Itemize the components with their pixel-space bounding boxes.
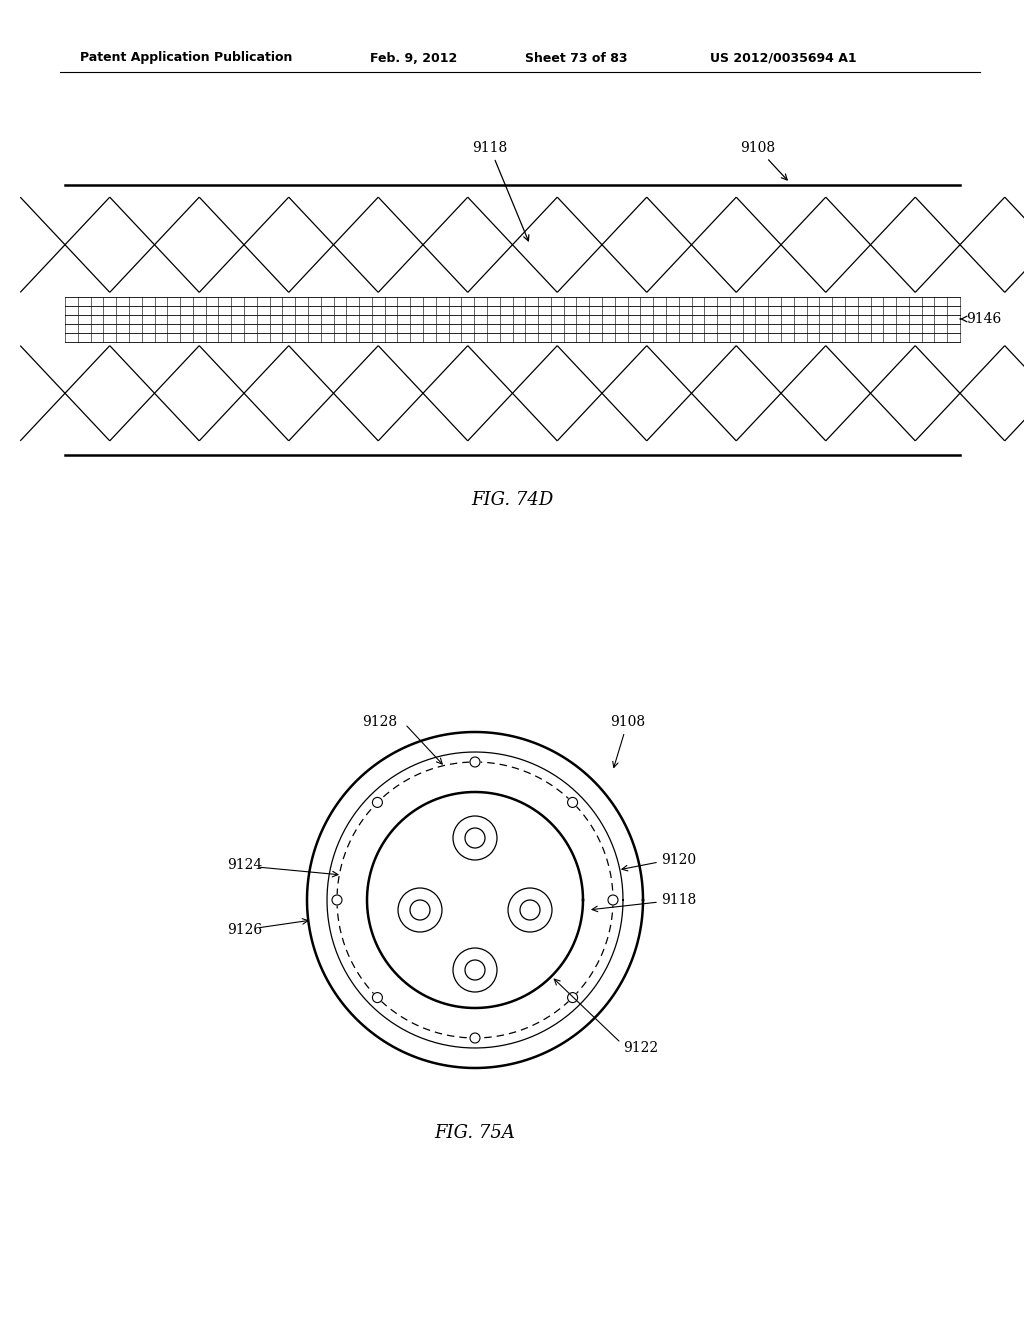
Text: 9118: 9118 — [662, 894, 696, 907]
Text: FIG. 74D: FIG. 74D — [471, 491, 553, 510]
Text: 9108: 9108 — [740, 141, 787, 180]
Text: 9146: 9146 — [966, 312, 1001, 326]
Text: Feb. 9, 2012: Feb. 9, 2012 — [370, 51, 458, 65]
Circle shape — [470, 1034, 480, 1043]
Circle shape — [567, 797, 578, 808]
Text: 9108: 9108 — [610, 715, 645, 767]
Text: US 2012/0035694 A1: US 2012/0035694 A1 — [710, 51, 857, 65]
Circle shape — [470, 756, 480, 767]
Text: Patent Application Publication: Patent Application Publication — [80, 51, 293, 65]
Circle shape — [373, 797, 382, 808]
Circle shape — [567, 993, 578, 1003]
Circle shape — [373, 993, 382, 1003]
Text: 9124: 9124 — [227, 858, 262, 873]
Circle shape — [608, 895, 618, 906]
Text: 9128: 9128 — [362, 715, 397, 729]
Text: 9120: 9120 — [662, 853, 696, 867]
Text: 9118: 9118 — [472, 141, 528, 240]
Text: FIG. 75A: FIG. 75A — [434, 1125, 515, 1142]
Circle shape — [332, 895, 342, 906]
Text: 9126: 9126 — [227, 923, 262, 937]
Text: 9122: 9122 — [623, 1041, 658, 1055]
Text: Sheet 73 of 83: Sheet 73 of 83 — [525, 51, 628, 65]
